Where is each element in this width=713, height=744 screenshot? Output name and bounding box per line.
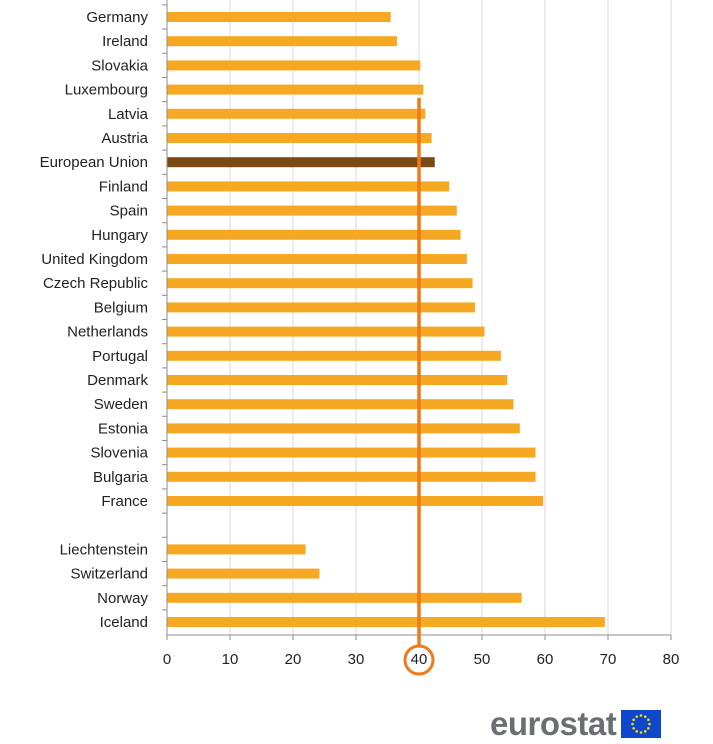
tick-labels: 0 10 20 30 40 50 60 70 80 — [163, 651, 680, 668]
category-label: Ireland — [102, 33, 148, 50]
bar — [167, 36, 397, 47]
x-tick-label: 50 — [474, 651, 491, 668]
category-label: Portugal — [92, 348, 148, 365]
axes — [162, 0, 672, 640]
flag-star — [635, 715, 639, 718]
flag-star — [647, 718, 650, 722]
grid-lines — [229, 0, 672, 635]
category-label: Netherlands — [67, 324, 148, 341]
bar — [167, 544, 306, 555]
bar — [167, 60, 421, 71]
bar — [167, 157, 435, 168]
category-label: France — [101, 493, 148, 510]
flag-star — [632, 718, 636, 722]
category-labels: Germany Ireland Slovakia Luxembourg Latvia Au… — [40, 9, 149, 631]
flag-star — [647, 726, 650, 730]
flag-star — [639, 714, 643, 717]
x-tick-label: 0 — [163, 651, 171, 668]
flag-star — [635, 730, 639, 733]
reference-circle — [403, 644, 435, 676]
x-tick-label: 30 — [348, 651, 365, 668]
x-tick-label: 60 — [537, 651, 554, 668]
bar — [167, 12, 391, 22]
category-label: Iceland — [100, 614, 148, 631]
category-label: Austria — [101, 130, 148, 147]
bar — [167, 229, 461, 240]
category-label: Liechtenstein — [60, 541, 148, 558]
category-label: Slovenia — [90, 445, 148, 462]
category-label: Hungary — [91, 227, 148, 244]
category-label: European Union — [40, 154, 148, 171]
bar — [167, 350, 501, 361]
flag-star — [644, 730, 647, 733]
bar — [167, 84, 424, 95]
x-tick-label: 40 — [411, 651, 428, 668]
category-label: Bulgaria — [93, 469, 149, 486]
bar — [167, 423, 520, 434]
flag-star — [648, 722, 652, 726]
x-tick-label: 20 — [285, 651, 302, 668]
x-tick-label: 70 — [600, 651, 617, 668]
bar-chart: Germany Ireland Slovakia Luxembourg Latvia Au… — [40, 0, 680, 676]
category-label: Germany — [86, 9, 148, 26]
category-label: Spain — [110, 203, 148, 220]
bar — [167, 471, 536, 482]
category-label: Norway — [97, 590, 148, 607]
bar — [167, 496, 544, 506]
bar — [167, 302, 476, 313]
flag-star — [632, 726, 636, 730]
category-label: Slovakia — [91, 57, 148, 74]
eurostat-logo: eurostat — [490, 704, 662, 744]
category-label: Luxembourg — [65, 82, 148, 99]
flag-star — [639, 731, 643, 734]
category-label: Finland — [99, 178, 148, 195]
flag-star — [644, 715, 647, 718]
bar — [167, 568, 320, 579]
bar — [167, 133, 432, 143]
category-label: Czech Republic — [43, 275, 149, 292]
bar — [167, 447, 536, 458]
bar — [167, 254, 467, 264]
category-label: Belgium — [94, 299, 148, 316]
bar — [167, 205, 457, 216]
x-tick-label: 10 — [222, 651, 239, 668]
bars — [167, 12, 605, 627]
bar — [167, 617, 605, 627]
category-label: Denmark — [87, 372, 148, 389]
category-label: Latvia — [108, 106, 149, 123]
bar — [167, 592, 522, 603]
bar — [167, 326, 485, 337]
bar — [167, 181, 450, 192]
category-label: Sweden — [94, 396, 148, 413]
bar — [167, 399, 514, 410]
brand-name: eurostat — [490, 705, 617, 742]
bar — [167, 108, 426, 119]
category-label: Switzerland — [70, 566, 148, 583]
category-label: Estonia — [98, 420, 149, 437]
bar — [167, 278, 473, 289]
eu-flag-icon — [621, 710, 662, 738]
bar — [167, 375, 508, 385]
reference-marker — [403, 98, 435, 676]
category-label: United Kingdom — [41, 251, 148, 268]
x-tick-label: 80 — [663, 651, 680, 668]
flag-star — [631, 722, 635, 726]
